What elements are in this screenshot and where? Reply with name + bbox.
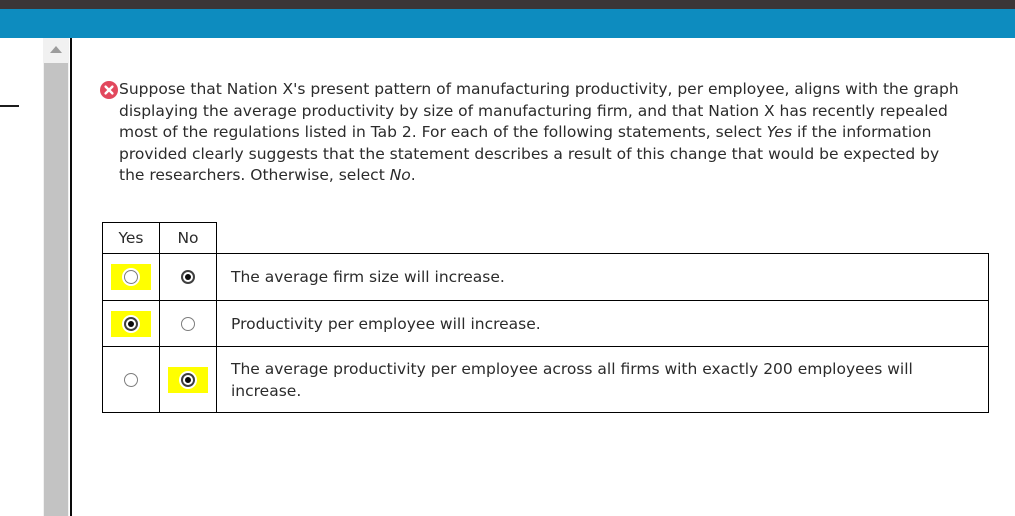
table-row: The average firm size will increase.	[102, 253, 989, 301]
incorrect-x-icon	[100, 81, 118, 99]
no-option-cell	[159, 300, 217, 347]
answer-highlight	[168, 366, 208, 393]
left-edge-tick	[0, 105, 19, 107]
column-header-yes: Yes	[102, 222, 160, 254]
yes-no-answer-table: Yes No The average firm size will increa…	[102, 222, 989, 413]
table-row: Productivity per employee will increase.	[102, 300, 989, 347]
yes-radio-button[interactable]	[124, 372, 138, 387]
no-option-cell	[159, 253, 217, 301]
no-radio-button[interactable]	[181, 270, 195, 284]
pane-divider	[70, 38, 72, 516]
answer-highlight	[111, 264, 151, 290]
table-row: The average productivity per employee ac…	[102, 346, 989, 413]
statement-text: Productivity per employee will increase.	[216, 300, 989, 347]
answer-highlight	[111, 367, 151, 393]
scroll-up-arrow-icon	[50, 46, 62, 53]
question-text: Suppose that Nation X's present pattern …	[100, 79, 966, 187]
answer-highlight	[168, 264, 208, 290]
main-area: Suppose that Nation X's present pattern …	[0, 38, 1015, 516]
vertical-scrollbar[interactable]	[43, 38, 69, 516]
question-no-italic: No	[389, 166, 411, 185]
question-segment: .	[410, 166, 416, 185]
app-banner-bar	[0, 9, 1015, 38]
question-segment: Suppose that Nation X's present pattern …	[119, 80, 959, 142]
statement-text: The average productivity per employee ac…	[216, 346, 989, 413]
column-header-statement	[217, 223, 989, 254]
question-segment: if the information provided clearly sugg…	[119, 123, 940, 185]
answer-highlight	[111, 310, 151, 337]
no-radio-button[interactable]	[181, 372, 195, 387]
yes-option-cell	[102, 253, 160, 301]
yes-radio-button[interactable]	[124, 316, 138, 331]
question-pane: Suppose that Nation X's present pattern …	[72, 38, 1015, 516]
no-radio-button[interactable]	[181, 316, 195, 331]
no-option-cell	[159, 346, 217, 413]
scrollbar-thumb[interactable]	[44, 63, 68, 516]
statement-text: The average firm size will increase.	[216, 253, 989, 301]
answer-highlight	[168, 311, 208, 337]
column-header-no: No	[159, 222, 217, 254]
window-top-bar	[0, 0, 1015, 9]
yes-radio-button[interactable]	[124, 270, 138, 284]
question-yes-italic: Yes	[766, 123, 793, 142]
yes-option-cell	[102, 346, 160, 413]
yes-option-cell	[102, 300, 160, 347]
header-row: Yes No	[102, 222, 989, 254]
scroll-up-button[interactable]	[43, 38, 69, 61]
